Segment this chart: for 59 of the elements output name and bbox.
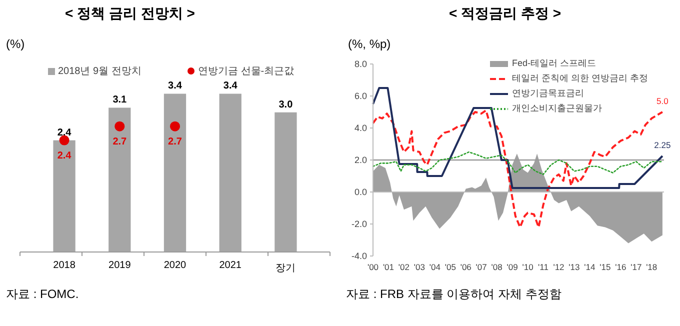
x-tick-label: '06	[460, 262, 472, 272]
data-label: 2.4	[57, 127, 72, 138]
x-tick-label: '14	[584, 262, 596, 272]
y-tick-label: -2.0	[351, 219, 367, 229]
bar	[274, 112, 297, 252]
chart-title: < 적정금리 추정 >	[448, 5, 562, 21]
legend-label: 개인소비지출근원물가	[512, 103, 602, 113]
x-tick-label: '18	[646, 262, 658, 272]
data-label: 2.7	[168, 136, 182, 148]
x-tick-label: 장기	[276, 263, 296, 274]
bar	[219, 94, 242, 252]
bar	[164, 94, 186, 252]
x-tick-label: '00	[367, 262, 379, 272]
y-tick-label: 2.0	[354, 155, 367, 165]
data-label: 2.4	[57, 150, 72, 162]
x-tick-label: '01	[382, 262, 394, 272]
annotation: 5.0	[656, 96, 669, 106]
legend-label: Fed-테일러 스프레드	[512, 58, 596, 68]
x-tick-label: '05	[444, 262, 456, 272]
x-tick-label: '11	[538, 262, 549, 272]
x-tick-label: '15	[600, 262, 611, 272]
y-tick-label: 4.0	[354, 123, 367, 133]
x-tick-label: 2021	[219, 260, 242, 271]
x-tick-label: '03	[414, 262, 426, 272]
x-tick-label: 2018	[53, 260, 76, 271]
x-tick-label: '04	[429, 262, 441, 272]
x-tick-label: 2020	[164, 260, 187, 271]
line-series	[372, 151, 664, 176]
x-tick-label: '13	[568, 262, 580, 272]
x-tick-label: '10	[522, 262, 534, 272]
chart-title: < 정책 금리 전망치 >	[65, 5, 195, 21]
legend-label: 연방기금목표금리	[512, 88, 584, 98]
x-tick-label: '09	[506, 262, 518, 272]
y-tick-label: 8.0	[354, 59, 367, 69]
y-axis-title: (%)	[6, 37, 25, 51]
y-tick-label: -4.0	[351, 251, 367, 261]
y-tick-label: 6.0	[354, 91, 367, 101]
x-tick-label: '17	[630, 262, 642, 272]
legend-label: 테일러 준칙에 의한 연방금리 추정	[512, 73, 648, 83]
legend-label: 2018년 9월 전망치	[58, 66, 142, 77]
data-label: 2.7	[112, 136, 128, 148]
x-tick-label: 2019	[108, 260, 132, 271]
annotation: 2.25	[654, 140, 671, 150]
text: 자료 : FOMC.	[6, 287, 79, 301]
x-tick-label: '07	[476, 262, 488, 272]
y-axis-title: (%, %p)	[348, 37, 391, 51]
data-label: 3.4	[168, 80, 182, 92]
x-tick-label: '02	[398, 262, 410, 272]
data-label: 3.0	[278, 99, 294, 110]
bar	[108, 108, 131, 252]
text: 자료 : FRB 자료를 이용하여 자체 추정함	[346, 287, 562, 301]
data-label: 3.4	[223, 80, 238, 92]
bar	[53, 140, 76, 252]
legend-label: 연방기금 선물-최근값	[198, 66, 294, 77]
x-tick-label: '16	[615, 262, 626, 272]
data-label: 3.1	[112, 94, 128, 106]
x-tick-label: '08	[491, 262, 503, 272]
x-tick-label: '12	[553, 262, 565, 272]
y-tick-label: 0.0	[354, 187, 367, 197]
